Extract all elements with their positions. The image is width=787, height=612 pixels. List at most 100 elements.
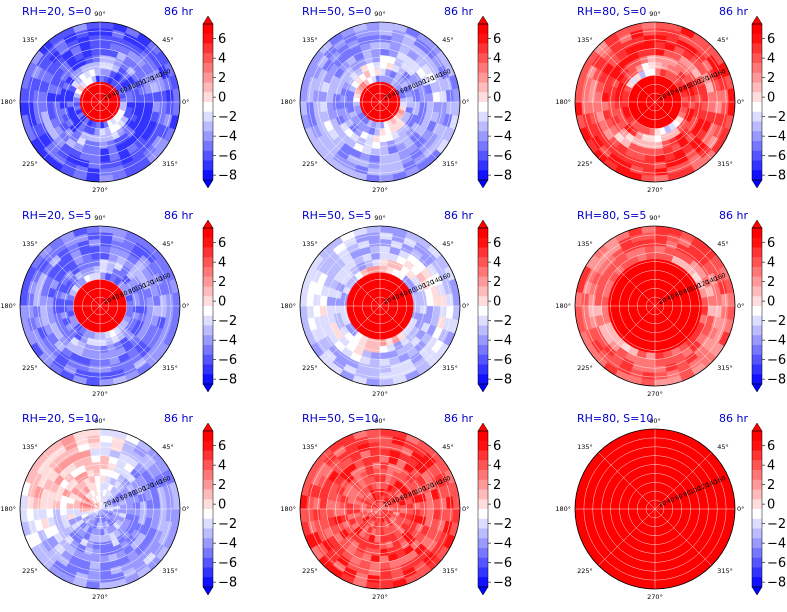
- radial-tick-label: 120: [697, 279, 710, 290]
- colorbar-segment: [478, 374, 488, 385]
- radial-tick-label: 20: [383, 296, 393, 305]
- colorbar-segment: [752, 548, 762, 559]
- radial-tick-label: 80: [682, 286, 692, 295]
- colorbar-tick-label: 4: [767, 52, 775, 67]
- angle-label: 0°: [737, 505, 744, 513]
- time-label: 86 hr: [444, 209, 473, 222]
- colorbar-tick-label: −6: [493, 353, 512, 368]
- colorbar-tick-label: −6: [218, 353, 237, 368]
- radial-tick-label: 60: [119, 86, 129, 95]
- colorbar-segment: [203, 150, 213, 161]
- colorbar-segment: [478, 160, 488, 171]
- colorbar-segment: [478, 489, 488, 500]
- colorbar-tick-label: −8: [493, 576, 512, 591]
- colorbar-segment: [478, 247, 488, 258]
- polar-frame: [19, 225, 181, 387]
- colorbar-segment: [203, 276, 213, 287]
- radial-tick-label: 60: [674, 290, 684, 299]
- radial-tick-label: 40: [111, 496, 121, 505]
- colorbar-segment: [203, 102, 213, 113]
- radial-tick-label: 160: [158, 68, 171, 79]
- radial-tick-label: 120: [697, 482, 710, 493]
- time-label: 86 hr: [719, 5, 748, 18]
- colorbar-segment: [752, 364, 762, 375]
- colorbar-segment: [478, 577, 488, 588]
- radial-tick-label: 140: [430, 71, 443, 82]
- colorbar-segment: [203, 479, 213, 490]
- angle-label: 45°: [162, 36, 174, 44]
- colorbar-tick-label: −2: [218, 110, 237, 125]
- angle-label: 0°: [737, 302, 744, 310]
- polar-frame: [574, 21, 736, 183]
- polar-frame: [299, 428, 461, 590]
- angle-label: 135°: [302, 443, 318, 451]
- colorbar-segment: [203, 315, 213, 326]
- colorbar-tick-label: 6: [767, 439, 775, 454]
- angle-label: 225°: [577, 160, 593, 168]
- colorbar-tick-label: −2: [218, 314, 237, 329]
- colorbar-segment: [752, 131, 762, 142]
- colorbar-extend-min: [202, 179, 214, 189]
- colorbar-tick-label: 0: [767, 91, 775, 106]
- polar-frame: [299, 225, 461, 387]
- colorbar-tick-label: −8: [218, 576, 237, 591]
- colorbar-tick-label: −6: [767, 353, 786, 368]
- colorbar-segment: [203, 53, 213, 64]
- radial-tick-label: 40: [111, 89, 121, 98]
- colorbar-8: 6 4 2 0 −2 −4 −6 −8: [477, 422, 512, 596]
- colorbar-segment: [478, 499, 488, 510]
- colorbar-segment: [203, 538, 213, 549]
- colorbar-extend-max: [202, 422, 214, 432]
- colorbar-segment: [752, 440, 762, 451]
- colorbar-tick-label: −6: [767, 149, 786, 164]
- colorbar-segment: [478, 53, 488, 64]
- radial-tick-label: 80: [127, 82, 137, 91]
- colorbar-tick-label: 0: [767, 295, 775, 310]
- colorbar-segment: [478, 82, 488, 93]
- colorbar-segment: [752, 450, 762, 461]
- colorbar-segment: [478, 306, 488, 317]
- angle-label: 180°: [0, 505, 16, 513]
- colorbar-segment: [203, 460, 213, 471]
- radial-tick-label: 40: [391, 496, 401, 505]
- angle-label: 270°: [92, 390, 108, 398]
- colorbar-tick-label: −6: [767, 556, 786, 571]
- radial-tick-label: 120: [422, 482, 435, 493]
- colorbar-segment: [752, 63, 762, 74]
- colorbar-segment: [203, 325, 213, 336]
- radial-tick-label: 40: [666, 89, 676, 98]
- angle-label: 270°: [372, 186, 388, 194]
- angle-label: 45°: [717, 36, 729, 44]
- colorbar-extend-max: [751, 219, 763, 229]
- angle-label: 45°: [442, 443, 454, 451]
- colorbar-segment: [752, 557, 762, 568]
- angle-label: 315°: [442, 160, 458, 168]
- angle-label: 315°: [442, 364, 458, 372]
- radial-tick-label: 140: [150, 275, 163, 286]
- colorbar-segment: [752, 24, 762, 35]
- colorbar-tick-label: −2: [218, 517, 237, 532]
- angle-label: 180°: [0, 302, 16, 310]
- radial-tick-label: 40: [391, 89, 401, 98]
- colorbar-segment: [752, 267, 762, 278]
- colorbar-7: 6 4 2 0 −2 −4 −6 −8: [202, 422, 237, 596]
- angle-label: 270°: [647, 186, 663, 194]
- colorbar-segment: [203, 72, 213, 83]
- radial-tick-label: 60: [674, 493, 684, 502]
- angle-label: 270°: [92, 593, 108, 601]
- colorbar-segment: [752, 72, 762, 83]
- colorbar-6: 6 4 2 0 −2 −4 −6 −8: [751, 219, 786, 393]
- colorbar-segment: [203, 296, 213, 307]
- colorbar-segment: [752, 518, 762, 529]
- colorbar-segment: [478, 102, 488, 113]
- radial-tick-label: 160: [438, 272, 451, 283]
- colorbar-segment: [752, 257, 762, 268]
- angle-label: 90°: [649, 417, 661, 425]
- angle-label: 90°: [374, 417, 386, 425]
